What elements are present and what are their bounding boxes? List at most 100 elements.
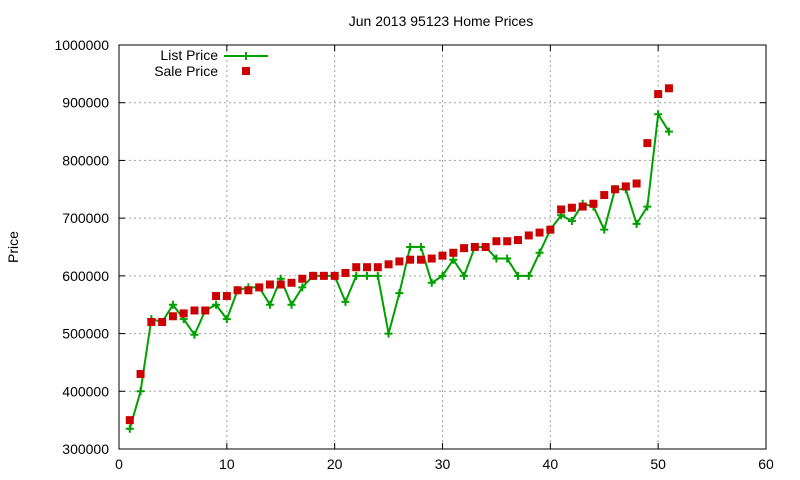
x-tick-label: 60 <box>758 456 774 472</box>
sale-price-point <box>384 260 393 269</box>
sale-price-point <box>341 268 350 277</box>
legend-label-sale-price: Sale Price <box>154 63 218 79</box>
sale-price-point <box>373 263 382 272</box>
sale-price-point <box>460 244 469 253</box>
y-tick-label: 900000 <box>62 95 109 111</box>
list-price-point <box>427 278 436 287</box>
y-tick-label: 500000 <box>62 326 109 342</box>
list-price-point <box>265 300 274 309</box>
list-price-point <box>664 127 673 136</box>
list-price-point <box>535 248 544 257</box>
list-price-point <box>363 271 372 280</box>
list-price-point <box>654 110 663 119</box>
sale-price-point <box>449 248 458 257</box>
legend-label-list-price: List Price <box>160 47 218 63</box>
sale-price-point <box>557 205 566 214</box>
sale-price-point <box>319 271 328 280</box>
list-price-point <box>395 289 404 298</box>
sale-price-point <box>621 182 630 191</box>
list-price-point <box>212 300 221 309</box>
sale-price-point <box>632 179 641 188</box>
sale-price-point <box>158 318 167 327</box>
list-price-point <box>341 297 350 306</box>
y-tick-label: 300000 <box>62 441 109 457</box>
list-price-point <box>373 271 382 280</box>
sale-price-point <box>212 292 221 301</box>
sale-price-point <box>438 251 447 260</box>
sale-price-point <box>589 199 598 208</box>
y-axis-label: Price <box>5 231 21 263</box>
sale-price-point <box>546 225 555 234</box>
sale-price-point <box>427 254 436 263</box>
sale-price-point <box>222 292 231 301</box>
chart-title: Jun 2013 95123 Home Prices <box>349 13 533 29</box>
list-price-point <box>352 271 361 280</box>
list-price-point <box>287 300 296 309</box>
y-tick-label: 600000 <box>62 268 109 284</box>
sale-price-point <box>611 185 620 194</box>
sale-price-point <box>330 271 339 280</box>
list-price-point <box>460 271 469 280</box>
list-price-point <box>298 283 307 292</box>
list-price-point <box>449 255 458 264</box>
sale-price-point <box>416 255 425 264</box>
sale-price-point <box>481 243 490 251</box>
list-price-point <box>416 243 425 251</box>
sale-price-point <box>395 257 404 266</box>
sale-price-point <box>567 203 576 212</box>
y-tick-label: 400000 <box>62 383 109 399</box>
legend-marker-list-price <box>242 52 250 60</box>
sale-price-point <box>255 283 264 292</box>
sale-price-point <box>470 243 479 251</box>
sale-price-point <box>352 263 361 272</box>
sale-price-point <box>664 84 673 93</box>
sale-price-point <box>309 271 318 280</box>
sale-price-point <box>287 278 296 287</box>
sale-price-point <box>535 228 544 237</box>
legend: List Price Sale Price <box>154 47 268 79</box>
sale-price-point <box>233 286 242 295</box>
list-price-point <box>600 225 609 234</box>
sale-price-point <box>406 255 415 264</box>
x-tick-label: 10 <box>219 456 235 472</box>
sale-price-point <box>244 286 253 295</box>
sale-price-point <box>265 280 274 289</box>
sale-price-point <box>201 306 210 315</box>
x-tick-label: 0 <box>115 456 123 472</box>
sale-price-point <box>503 237 512 246</box>
list-price-point <box>222 315 231 324</box>
list-price-point <box>190 330 199 339</box>
sale-price-point <box>643 139 652 148</box>
grid-layer <box>119 45 766 449</box>
list-price-point <box>384 329 393 338</box>
list-price-point <box>632 219 641 228</box>
sale-price-point <box>363 263 372 272</box>
list-price-point <box>643 202 652 211</box>
sale-price-point <box>654 90 663 99</box>
list-price-point <box>125 424 134 433</box>
list-price-line <box>128 111 670 430</box>
sale-price-point <box>125 416 134 425</box>
sale-price-point <box>578 202 587 211</box>
list-price-point <box>136 387 145 396</box>
sale-price-point <box>524 231 533 240</box>
sale-price-point <box>190 306 199 315</box>
x-tick-label: 50 <box>650 456 666 472</box>
list-price-point <box>513 271 522 280</box>
sale-price-point <box>600 191 609 200</box>
legend-swatch-sale-price <box>242 67 250 75</box>
x-tick-label: 20 <box>327 456 343 472</box>
sale-price-point <box>168 312 177 321</box>
list-price-point <box>503 254 512 263</box>
sale-price-point <box>276 280 285 289</box>
x-tick-label: 30 <box>435 456 451 472</box>
y-tick-label: 700000 <box>62 210 109 226</box>
list-price-point <box>168 300 177 309</box>
list-price-point <box>524 271 533 280</box>
series-layer <box>125 84 673 433</box>
y-tick-label: 800000 <box>62 152 109 168</box>
x-tick-label: 40 <box>543 456 559 472</box>
sale-price-point <box>298 274 307 283</box>
